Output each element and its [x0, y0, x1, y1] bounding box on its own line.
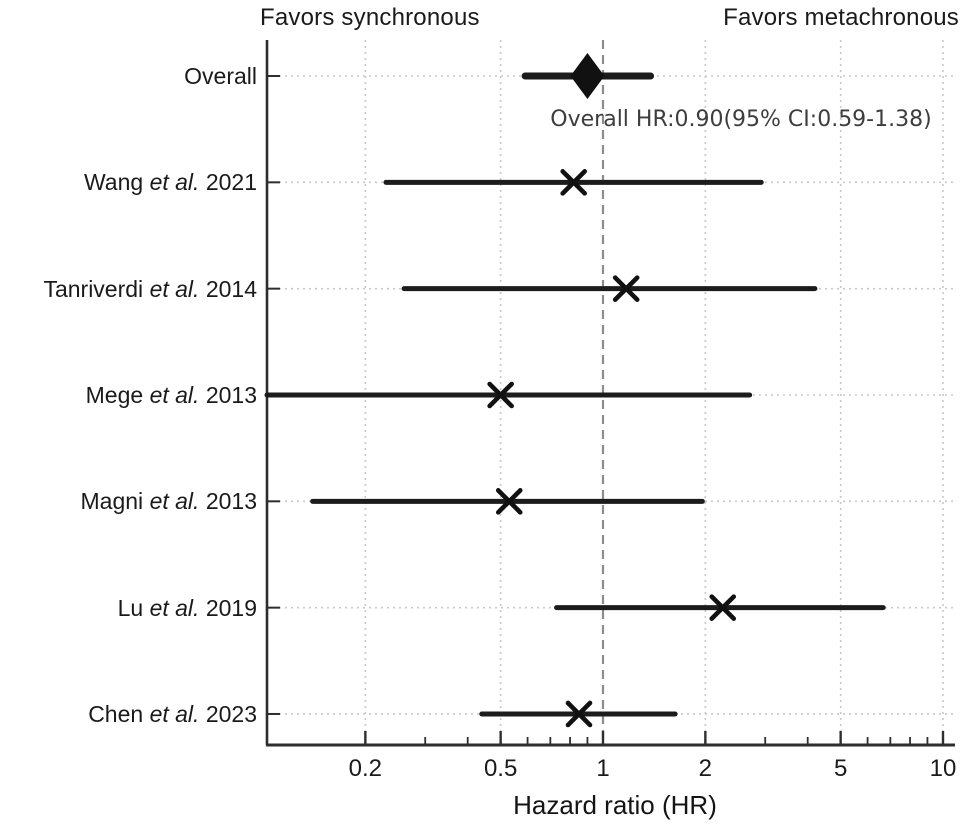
- x-tick-label: 2: [699, 755, 712, 782]
- study-label: Chen et al. 2023: [88, 700, 257, 727]
- point-marker-x: [565, 700, 593, 728]
- point-marker-x: [487, 381, 514, 409]
- x-tick-label: 5: [834, 755, 847, 782]
- overall-label: Overall: [184, 63, 257, 89]
- study-label: Magni et al. 2013: [80, 488, 257, 515]
- study-label: Wang et al. 2021: [83, 169, 257, 196]
- overall-hr-annotation: Overall HR:0.90(95% CI:0.59-1.38): [550, 107, 932, 132]
- study-label: Tanriverdi et al. 2014: [43, 275, 257, 302]
- x-axis-title: Hazard ratio (HR): [513, 790, 717, 820]
- favors-left-label: Favors synchronous: [260, 4, 480, 31]
- point-marker-x: [560, 169, 587, 196]
- favors-right-label: Favors metachronous: [723, 4, 959, 31]
- x-tick-label: 0.5: [484, 755, 517, 782]
- study-label: Mege et al. 2013: [85, 381, 257, 408]
- x-tick-label: 0.2: [349, 755, 382, 782]
- x-tick-label: 1: [596, 755, 609, 782]
- point-marker-x: [709, 594, 737, 621]
- point-marker-x: [612, 275, 640, 302]
- x-tick-label: 10: [930, 755, 957, 782]
- study-label: Lu et al. 2019: [117, 594, 257, 621]
- point-marker-x: [495, 488, 523, 515]
- favors-header-row: Favors synchronous Favors metachronous: [260, 4, 959, 32]
- overall-diamond-marker: [570, 53, 605, 99]
